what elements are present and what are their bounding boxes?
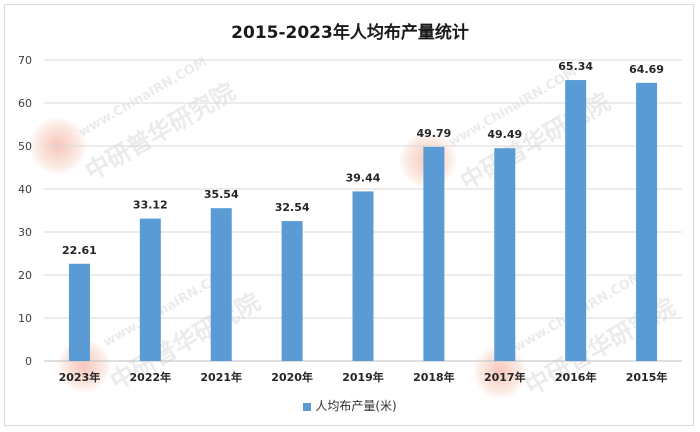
bar bbox=[494, 148, 516, 361]
x-tick-label: 2015年 bbox=[626, 370, 668, 384]
x-tick-label: 2021年 bbox=[200, 370, 242, 384]
data-label: 35.54 bbox=[204, 188, 239, 201]
chart-title: 2015-2023年人均布产量统计 bbox=[231, 23, 469, 43]
legend: 人均布产量(米) bbox=[0, 397, 700, 414]
legend-swatch bbox=[303, 402, 312, 411]
y-tick-label: 0 bbox=[25, 355, 32, 368]
y-tick-label: 60 bbox=[18, 97, 32, 110]
y-tick-label: 40 bbox=[18, 183, 32, 196]
bar bbox=[565, 80, 587, 362]
bar bbox=[210, 208, 232, 361]
x-tick-label: 2017年 bbox=[484, 370, 526, 384]
y-tick-label: 70 bbox=[18, 54, 32, 67]
data-label: 22.61 bbox=[62, 244, 97, 257]
y-tick-label: 10 bbox=[18, 312, 32, 325]
bar bbox=[423, 146, 445, 361]
y-tick-label: 30 bbox=[18, 226, 32, 239]
x-tick-label: 2019年 bbox=[342, 370, 384, 384]
y-tick-label: 20 bbox=[18, 269, 32, 282]
data-label: 65.34 bbox=[558, 60, 593, 73]
bar bbox=[636, 82, 658, 361]
x-tick-label: 2023年 bbox=[59, 370, 101, 384]
x-tick-label: 2022年 bbox=[130, 370, 172, 384]
bar bbox=[281, 221, 303, 361]
data-label: 32.54 bbox=[275, 201, 310, 214]
data-label: 64.69 bbox=[629, 63, 664, 76]
data-label: 49.79 bbox=[416, 127, 451, 140]
bar bbox=[139, 218, 161, 361]
legend-label: 人均布产量(米) bbox=[315, 399, 397, 413]
x-tick-label: 2020年 bbox=[271, 370, 313, 384]
data-label: 49.49 bbox=[487, 128, 522, 141]
x-tick-label: 2018年 bbox=[413, 370, 455, 384]
bar bbox=[68, 263, 90, 361]
x-tick-label: 2016年 bbox=[555, 370, 597, 384]
data-label: 33.12 bbox=[133, 199, 168, 212]
data-label: 39.44 bbox=[346, 171, 381, 184]
bar bbox=[352, 191, 374, 361]
y-tick-label: 50 bbox=[18, 140, 32, 153]
